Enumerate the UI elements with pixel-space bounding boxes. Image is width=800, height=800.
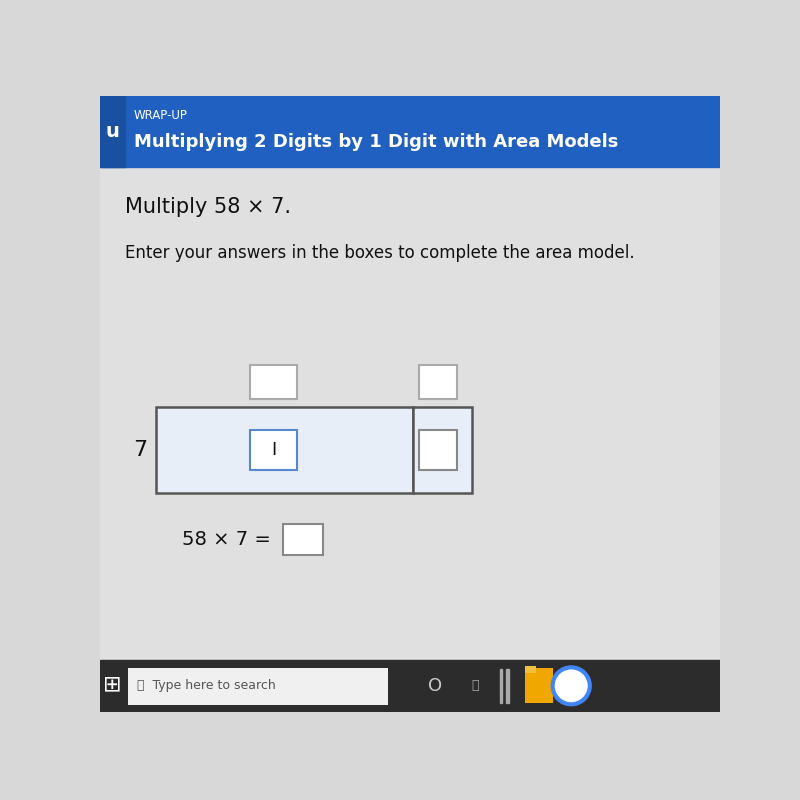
Text: 豌: 豌	[471, 679, 479, 692]
FancyBboxPatch shape	[525, 668, 553, 703]
Bar	[283, 524, 323, 555]
Bar	[419, 430, 457, 470]
Text: ⌕  Type here to search: ⌕ Type here to search	[138, 679, 276, 692]
Bar	[419, 366, 457, 399]
Bar	[250, 430, 297, 470]
Text: I: I	[271, 442, 276, 459]
Text: 7: 7	[134, 440, 147, 460]
Text: Multiply 58 × 7.: Multiply 58 × 7.	[125, 197, 291, 217]
Bar	[500, 669, 502, 702]
Bar	[250, 366, 297, 399]
Text: ⊞: ⊞	[103, 676, 122, 696]
Text: Multiplying 2 Digits by 1 Digit with Area Models: Multiplying 2 Digits by 1 Digit with Are…	[134, 133, 618, 151]
FancyBboxPatch shape	[525, 666, 536, 673]
Circle shape	[553, 667, 590, 704]
Bar	[100, 96, 720, 167]
Bar	[100, 96, 125, 167]
Text: u: u	[106, 122, 119, 141]
Bar	[506, 669, 509, 702]
Bar	[413, 407, 472, 494]
Text: Enter your answers in the boxes to complete the area model.: Enter your answers in the boxes to compl…	[125, 244, 634, 262]
Text: WRAP-UP: WRAP-UP	[134, 110, 188, 122]
Bar	[156, 407, 413, 494]
Text: 58 × 7 =: 58 × 7 =	[182, 530, 270, 549]
Bar	[100, 660, 720, 712]
Text: O: O	[428, 677, 442, 695]
Bar	[128, 668, 388, 705]
Bar	[100, 167, 720, 660]
